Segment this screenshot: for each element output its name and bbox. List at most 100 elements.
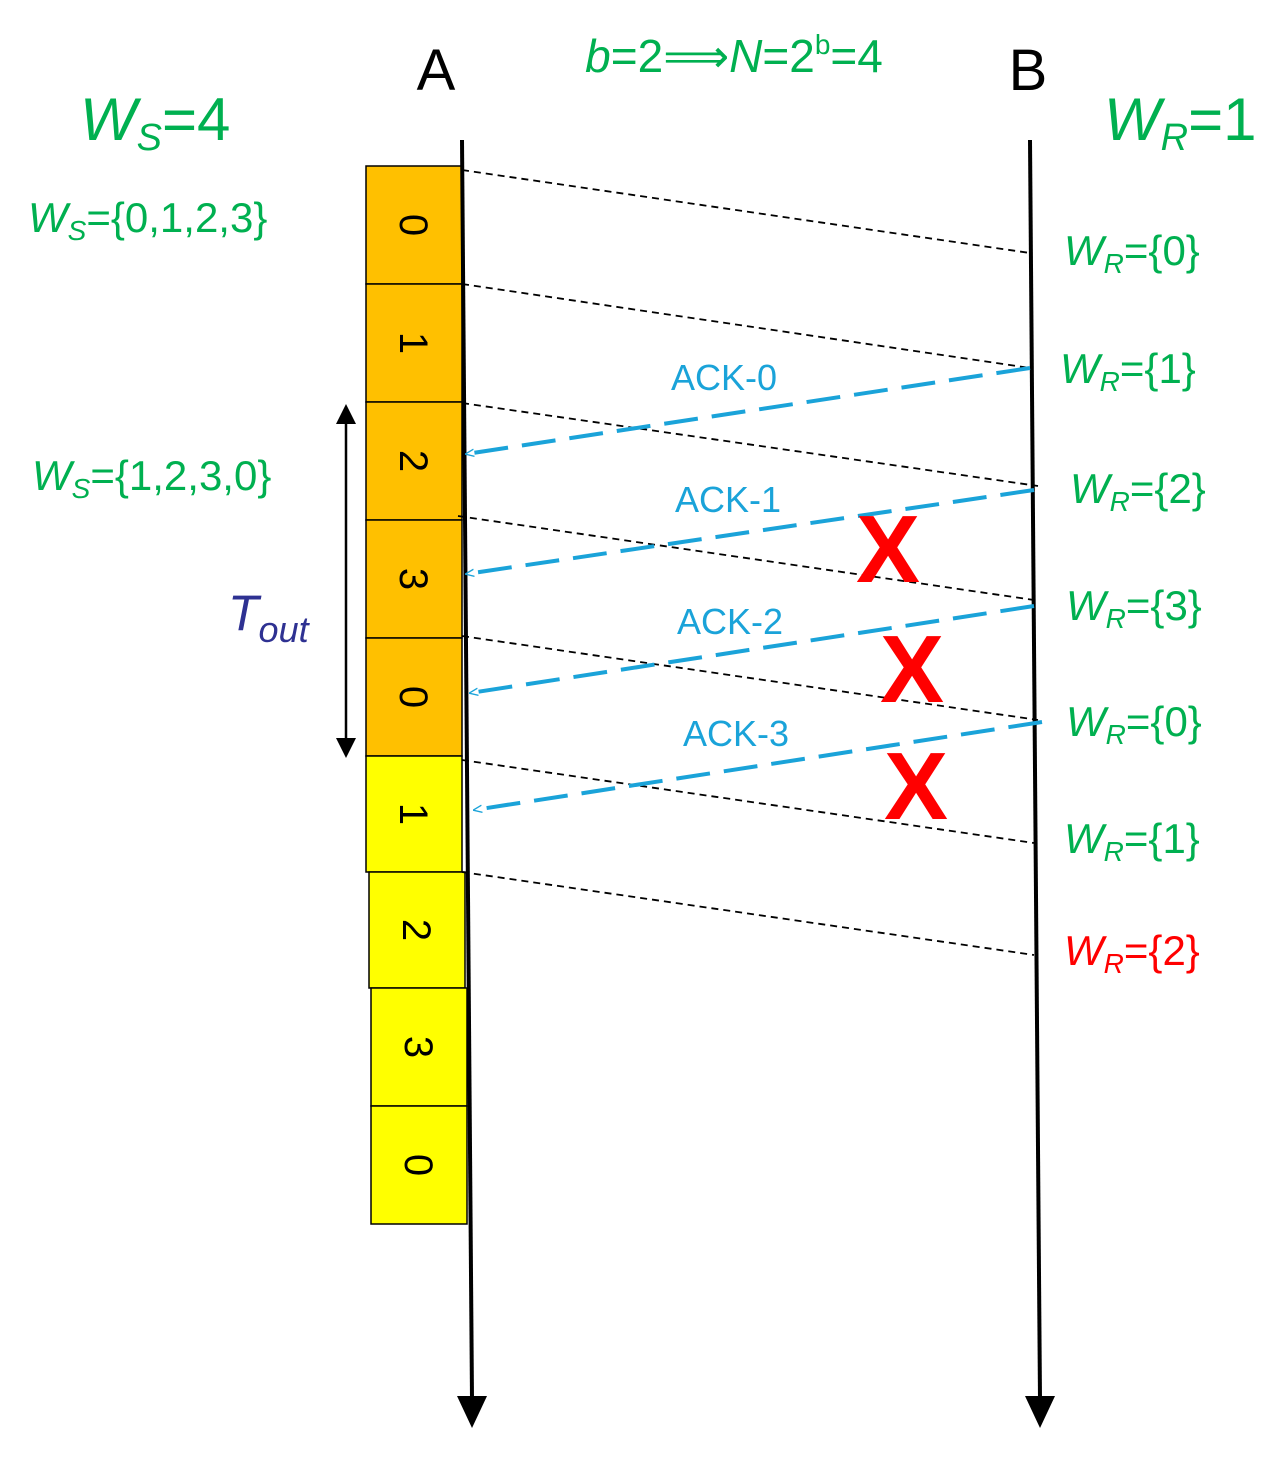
data-frame-line bbox=[457, 515, 1035, 601]
sender-window-size: WS=4 bbox=[80, 86, 230, 159]
wsi-rest: ={0,1,2,3} bbox=[86, 194, 267, 241]
frame-box: 3 bbox=[365, 519, 463, 639]
wr-state-rest: ={1} bbox=[1120, 345, 1196, 392]
wr-state-rest: ={2} bbox=[1130, 465, 1206, 512]
wr-state-w: W bbox=[1064, 927, 1107, 974]
data-frame-line bbox=[461, 759, 1035, 844]
timeline-a bbox=[457, 139, 487, 1428]
formula-n: N bbox=[729, 30, 763, 82]
sequence-bits-formula: b=2⟹N=2b=4 bbox=[585, 29, 883, 82]
ack-label: ACK-0 bbox=[671, 357, 777, 398]
lost-ack-x-icon: X bbox=[880, 616, 944, 723]
node-b-label: B bbox=[1009, 38, 1048, 103]
frame-seq-label: 3 bbox=[391, 568, 435, 590]
tout-sub: out bbox=[259, 609, 311, 650]
receiver-window-state: WR={2} bbox=[1070, 465, 1206, 517]
wr-state-rest: ={1} bbox=[1124, 815, 1200, 862]
wr-state-sub: R bbox=[1100, 366, 1120, 397]
frame-box-fill bbox=[365, 755, 463, 873]
frame-box-fill bbox=[365, 283, 463, 403]
ack-label: ACK-3 bbox=[683, 713, 789, 754]
frame-seq-label: 3 bbox=[396, 1036, 440, 1058]
timeout-span-arrow bbox=[336, 404, 356, 758]
wr-state-rest: ={2} bbox=[1124, 927, 1200, 974]
wr-state-w: W bbox=[1066, 698, 1109, 745]
data-frame-line bbox=[461, 635, 1039, 721]
frame-box: 0 bbox=[365, 637, 463, 757]
wsa-w: W bbox=[32, 452, 75, 499]
wr-state-w: W bbox=[1064, 815, 1107, 862]
lost-ack-x-icon: X bbox=[856, 496, 920, 603]
ack-label: ACK-1 bbox=[675, 479, 781, 520]
wr-state-rest: ={0} bbox=[1124, 227, 1200, 274]
frame-seq-label: 0 bbox=[391, 686, 435, 708]
ws-sub: S bbox=[137, 117, 162, 159]
wr-state-sub: R bbox=[1104, 248, 1124, 279]
frame-box: 2 bbox=[365, 401, 463, 521]
ack-label: ACK-2 bbox=[677, 601, 783, 642]
receiver-window-state: WR={1} bbox=[1060, 345, 1196, 397]
receiver-window-state: WR={1} bbox=[1064, 815, 1200, 867]
wr-sub: R bbox=[1161, 117, 1188, 159]
wr-state-sub: R bbox=[1110, 486, 1130, 517]
frame-seq-label: 1 bbox=[391, 332, 435, 354]
wr-state-w: W bbox=[1066, 582, 1109, 629]
receiver-window-state: WR={0} bbox=[1066, 698, 1202, 750]
wsa-sub: S bbox=[72, 473, 91, 504]
receiver-window-states: WR={0}WR={1}WR={2}WR={3}WR={0}WR={1}WR={… bbox=[1060, 227, 1206, 979]
ack-message: ACK-2 X bbox=[470, 601, 1035, 723]
frame-stack: 0 1 2 3 0 1 2 3 0 bbox=[365, 165, 468, 1225]
wr-state-sub: R bbox=[1104, 948, 1124, 979]
wsa-rest: ={1,2,3,0} bbox=[90, 452, 271, 499]
receiver-window-state: WR={3} bbox=[1066, 582, 1202, 634]
frame-box: 1 bbox=[365, 283, 463, 403]
receiver-window-size: WR=1 bbox=[1104, 86, 1257, 159]
frame-box: 0 bbox=[365, 165, 463, 285]
node-a-label: A bbox=[417, 38, 456, 103]
wr-state-sub: R bbox=[1104, 836, 1124, 867]
frame-box: 2 bbox=[368, 871, 466, 989]
timeout-label: Tout bbox=[228, 585, 311, 650]
ws-w: W bbox=[80, 86, 142, 153]
wr-state-sub: R bbox=[1106, 719, 1126, 750]
formula-sup: b bbox=[815, 29, 831, 60]
frame-box: 3 bbox=[370, 987, 468, 1107]
frame-box-fill bbox=[365, 637, 463, 757]
data-frame-line bbox=[461, 402, 1039, 487]
tout-t: T bbox=[228, 585, 262, 641]
sender-window-after: WS={1,2,3,0} bbox=[32, 452, 271, 504]
frame-box-fill bbox=[370, 987, 468, 1107]
data-frame-line bbox=[461, 283, 1031, 369]
lost-ack-x-icon: X bbox=[884, 733, 948, 840]
frame-box: 0 bbox=[370, 1105, 468, 1225]
wr-state-rest: ={3} bbox=[1126, 582, 1202, 629]
frame-box: 1 bbox=[365, 755, 463, 873]
frame-box-fill bbox=[370, 1105, 468, 1225]
wr-rest: =1 bbox=[1188, 86, 1256, 153]
receiver-window-state: WR={2} bbox=[1064, 927, 1200, 979]
wsi-sub: S bbox=[68, 215, 87, 246]
wr-state-sub: R bbox=[1106, 603, 1126, 634]
wr-w: W bbox=[1104, 86, 1166, 153]
data-frame-line bbox=[461, 169, 1031, 254]
formula-eq3: =4 bbox=[830, 30, 882, 82]
wr-state-rest: ={0} bbox=[1126, 698, 1202, 745]
formula-eq1: =2 bbox=[611, 30, 663, 82]
ws-rest: =4 bbox=[162, 86, 230, 153]
frame-box-fill bbox=[365, 519, 463, 639]
sender-window-initial: WS={0,1,2,3} bbox=[28, 194, 267, 246]
formula-b: b bbox=[585, 30, 611, 82]
frame-seq-label: 2 bbox=[394, 919, 438, 941]
ack-message: ACK-1 X bbox=[466, 479, 1035, 603]
wr-state-w: W bbox=[1070, 465, 1113, 512]
wr-state-w: W bbox=[1060, 345, 1103, 392]
data-frame-line bbox=[461, 871, 1035, 956]
ack-message: ACK-3 X bbox=[474, 713, 1043, 840]
frame-seq-label: 0 bbox=[396, 1154, 440, 1176]
formula-implies: ⟹ bbox=[663, 30, 729, 82]
frame-box-fill bbox=[368, 871, 466, 989]
wr-state-w: W bbox=[1064, 227, 1107, 274]
formula-eq2: =2 bbox=[762, 30, 814, 82]
frame-seq-label: 1 bbox=[391, 803, 435, 825]
timeline-b bbox=[1025, 139, 1055, 1428]
